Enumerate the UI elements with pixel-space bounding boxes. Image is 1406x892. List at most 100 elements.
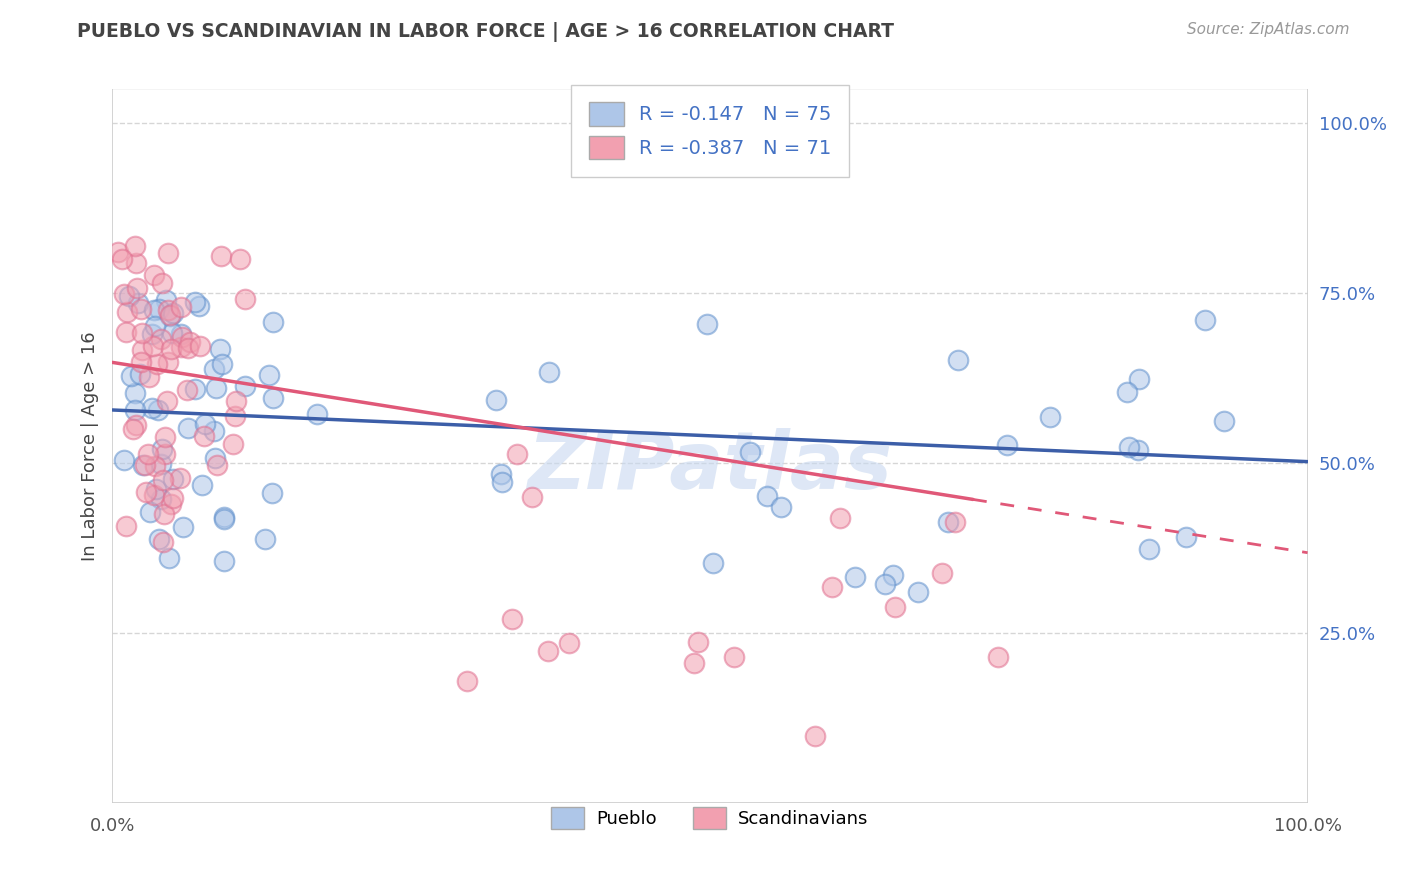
Point: [131, 301, 153, 316]
Point: [1118, 440, 1140, 454]
Point: [194, 417, 217, 431]
Point: [169, 300, 191, 314]
Point: [157, 551, 180, 566]
Legend: Pueblo, Scandinavians: Pueblo, Scandinavians: [537, 793, 883, 844]
Point: [120, 368, 142, 383]
Point: [233, 292, 256, 306]
Point: [160, 497, 183, 511]
Point: [723, 650, 745, 665]
Point: [150, 276, 173, 290]
Point: [821, 580, 844, 594]
Point: [124, 418, 146, 433]
Point: [686, 635, 709, 649]
Point: [112, 453, 135, 467]
Point: [159, 308, 181, 322]
Point: [176, 384, 198, 398]
Point: [491, 475, 513, 490]
Point: [149, 458, 172, 472]
Point: [112, 287, 135, 301]
Point: [146, 357, 169, 371]
Point: [152, 507, 174, 521]
Point: [179, 334, 201, 349]
Point: [149, 333, 172, 347]
Point: [948, 353, 970, 368]
Point: [257, 368, 280, 383]
Point: [995, 437, 1018, 451]
Point: [184, 295, 207, 310]
Point: [160, 326, 183, 340]
Point: [138, 370, 160, 384]
Point: [844, 569, 866, 583]
Point: [489, 467, 512, 481]
Point: [143, 319, 166, 334]
Point: [187, 299, 209, 313]
Point: [152, 473, 174, 487]
Point: [756, 489, 779, 503]
Point: [141, 326, 163, 341]
Point: [873, 577, 896, 591]
Point: [520, 490, 543, 504]
Point: [162, 305, 184, 319]
Point: [190, 478, 212, 492]
Point: [1039, 409, 1062, 424]
Point: [506, 447, 529, 461]
Point: [162, 491, 184, 505]
Point: [943, 515, 966, 529]
Point: [204, 451, 226, 466]
Point: [150, 491, 173, 506]
Point: [159, 310, 181, 324]
Point: [1128, 442, 1150, 457]
Point: [202, 361, 225, 376]
Point: [1137, 542, 1160, 557]
Point: [558, 636, 581, 650]
Point: [1175, 530, 1198, 544]
Point: [702, 556, 724, 570]
Point: [1213, 414, 1236, 428]
Point: [170, 340, 193, 354]
Text: PUEBLO VS SCANDINAVIAN IN LABOR FORCE | AGE > 16 CORRELATION CHART: PUEBLO VS SCANDINAVIAN IN LABOR FORCE | …: [77, 22, 894, 42]
Point: [1194, 313, 1216, 327]
Point: [209, 249, 232, 263]
Point: [456, 674, 478, 689]
Point: [696, 317, 718, 331]
Point: [205, 381, 228, 395]
Point: [145, 482, 167, 496]
Point: [211, 357, 233, 371]
Point: [148, 532, 170, 546]
Point: [537, 644, 560, 658]
Point: [128, 367, 150, 381]
Point: [176, 341, 198, 355]
Point: [156, 245, 179, 260]
Point: [501, 612, 523, 626]
Point: [160, 343, 183, 357]
Point: [936, 515, 959, 529]
Point: [1128, 372, 1150, 386]
Point: [114, 326, 136, 340]
Point: [882, 567, 904, 582]
Point: [134, 458, 156, 472]
Point: [124, 386, 146, 401]
Point: [135, 485, 157, 500]
Point: [193, 429, 215, 443]
Point: [202, 424, 225, 438]
Point: [141, 401, 163, 416]
Point: [125, 255, 148, 269]
Point: [305, 407, 328, 421]
Point: [214, 554, 236, 568]
Point: [177, 421, 200, 435]
Point: [212, 512, 235, 526]
Point: [142, 339, 165, 353]
Point: [152, 534, 174, 549]
Point: [156, 393, 179, 408]
Point: [207, 458, 229, 473]
Point: [153, 430, 176, 444]
Point: [125, 281, 148, 295]
Point: [253, 533, 276, 547]
Point: [131, 326, 153, 341]
Point: [225, 394, 247, 409]
Point: [132, 458, 155, 472]
Point: [183, 383, 205, 397]
Text: ZIPatlas: ZIPatlas: [527, 428, 893, 507]
Point: [224, 409, 246, 423]
Point: [118, 289, 141, 303]
